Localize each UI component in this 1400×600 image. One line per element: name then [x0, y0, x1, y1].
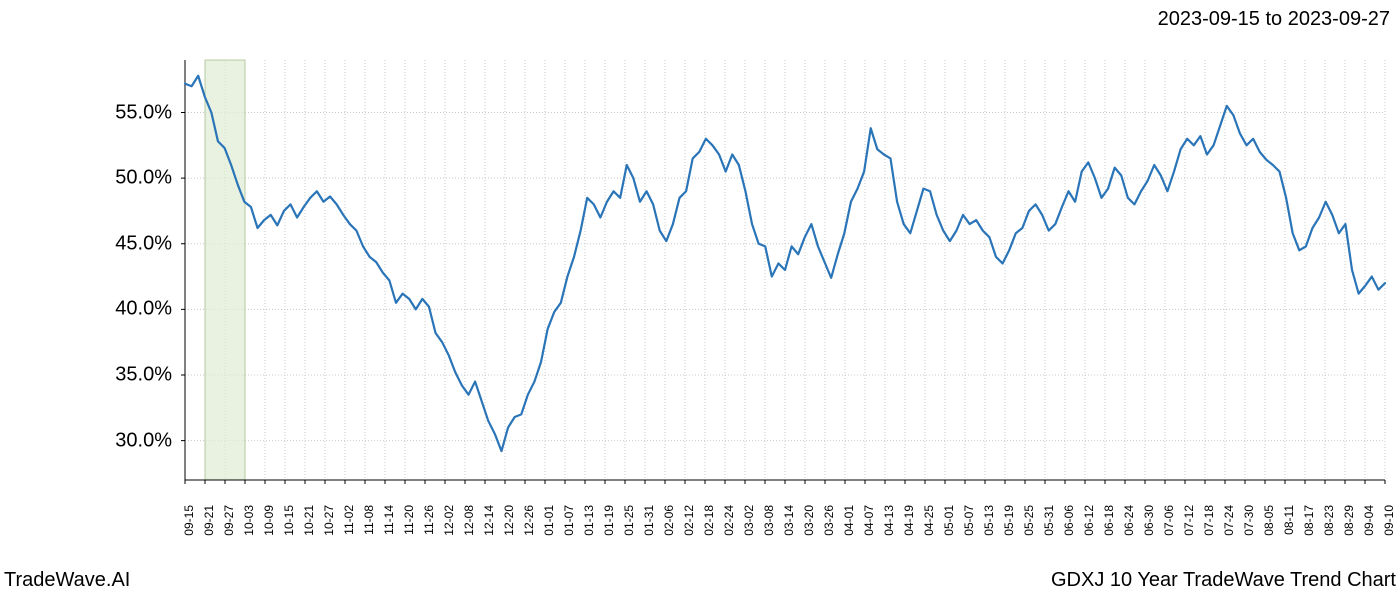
- x-axis-tick-label: 03-14: [782, 505, 796, 536]
- x-axis-tick-label: 11-08: [362, 505, 376, 535]
- x-axis-tick-label: 04-13: [882, 505, 896, 536]
- x-axis-tick-label: 09-27: [222, 505, 236, 536]
- x-axis-tick-label: 01-25: [622, 505, 636, 536]
- x-axis-tick-label: 05-19: [1002, 505, 1016, 536]
- x-axis-tick-label: 08-29: [1342, 505, 1356, 536]
- line-chart-svg: [180, 40, 1390, 490]
- x-axis-tick-label: 06-24: [1122, 505, 1136, 536]
- x-axis-tick-label: 07-18: [1202, 505, 1216, 536]
- x-axis-tick-label: 11-26: [422, 505, 436, 535]
- x-axis-tick-label: 06-30: [1142, 505, 1156, 536]
- x-axis-tick-label: 09-04: [1362, 505, 1376, 536]
- x-axis-tick-label: 04-19: [902, 505, 916, 536]
- x-axis-tick-label: 02-24: [722, 505, 736, 536]
- x-axis-tick-label: 08-17: [1302, 505, 1316, 536]
- x-axis-tick-label: 07-06: [1162, 505, 1176, 536]
- x-axis-tick-label: 05-25: [1022, 505, 1036, 536]
- x-axis-tick-label: 10-21: [302, 505, 316, 536]
- x-axis-tick-label: 06-06: [1062, 505, 1076, 536]
- x-axis-tick-label: 03-08: [762, 505, 776, 536]
- x-axis-tick-label: 09-21: [202, 505, 216, 536]
- x-axis-tick-label: 12-20: [502, 505, 516, 536]
- x-axis-tick-label: 03-26: [822, 505, 836, 536]
- x-axis-tick-label: 07-12: [1182, 505, 1196, 536]
- brand-label: TradeWave.AI: [4, 569, 130, 592]
- y-axis-tick-label: 50.0%: [115, 167, 172, 190]
- x-axis-tick-label: 10-27: [322, 505, 336, 536]
- x-axis-tick-label: 11-02: [342, 505, 356, 535]
- x-axis-tick-label: 02-06: [662, 505, 676, 536]
- y-axis-tick-label: 55.0%: [115, 101, 172, 124]
- x-axis-tick-label: 04-25: [922, 505, 936, 536]
- x-axis-tick-label: 02-12: [682, 505, 696, 536]
- x-axis-tick-label: 02-18: [702, 505, 716, 536]
- x-axis-tick-label: 10-03: [242, 505, 256, 536]
- y-axis-tick-label: 45.0%: [115, 232, 172, 255]
- chart-title-label: GDXJ 10 Year TradeWave Trend Chart: [1051, 569, 1396, 592]
- date-range-label: 2023-09-15 to 2023-09-27: [1158, 8, 1390, 31]
- x-axis-tick-label: 07-30: [1242, 505, 1256, 536]
- x-axis-tick-label: 01-31: [642, 505, 656, 536]
- x-axis-tick-label: 01-01: [542, 505, 556, 536]
- x-axis-tick-label: 04-01: [842, 505, 856, 536]
- x-axis-tick-label: 09-15: [182, 505, 196, 536]
- chart-area: 30.0% 35.0% 40.0% 45.0% 50.0% 55.0% 09-15 09-21…: [0, 40, 1400, 540]
- x-axis-tick-label: 01-07: [562, 505, 576, 536]
- x-axis-tick-label: 06-12: [1082, 505, 1096, 536]
- y-axis-tick-label: 40.0%: [115, 298, 172, 321]
- x-axis-tick-label: 03-20: [802, 505, 816, 536]
- x-axis-tick-label: 04-07: [862, 505, 876, 536]
- y-axis-tick-label: 30.0%: [115, 429, 172, 452]
- x-axis-tick-label: 12-26: [522, 505, 536, 536]
- x-axis-tick-label: 07-24: [1222, 505, 1236, 536]
- x-axis-tick-label: 11-20: [402, 505, 416, 535]
- y-axis-tick-label: 35.0%: [115, 364, 172, 387]
- x-axis-tick-label: 11-14: [382, 505, 396, 535]
- x-axis-tick-label: 09-10: [1382, 505, 1396, 536]
- x-axis-tick-label: 05-07: [962, 505, 976, 536]
- x-axis-tick-label: 10-15: [282, 505, 296, 536]
- x-axis-tick-label: 06-18: [1102, 505, 1116, 536]
- x-axis-tick-label: 12-02: [442, 505, 456, 536]
- x-axis-tick-label: 05-13: [982, 505, 996, 536]
- x-axis-tick-label: 12-08: [462, 505, 476, 536]
- x-axis-tick-label: 01-19: [602, 505, 616, 536]
- x-axis-tick-label: 01-13: [582, 505, 596, 536]
- x-axis-tick-label: 08-23: [1322, 505, 1336, 536]
- x-axis-tick-label: 10-09: [262, 505, 276, 536]
- x-axis-tick-label: 03-02: [742, 505, 756, 536]
- x-axis-tick-label: 08-05: [1262, 505, 1276, 536]
- x-axis-tick-label: 08-11: [1282, 505, 1296, 535]
- x-axis-tick-label: 05-31: [1042, 505, 1056, 536]
- x-axis-tick-label: 12-14: [482, 505, 496, 536]
- x-axis-tick-label: 05-01: [942, 505, 956, 536]
